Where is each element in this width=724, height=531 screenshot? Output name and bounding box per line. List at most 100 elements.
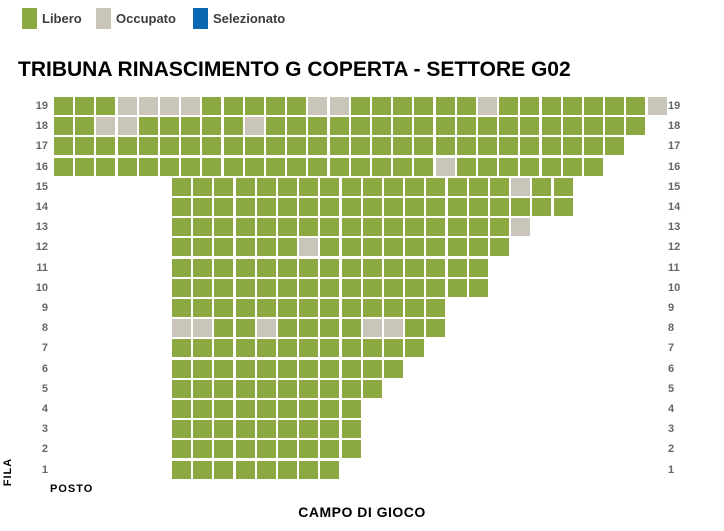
seat-fila19-posto23-free[interactable] (520, 97, 540, 115)
seat-fila19-posto10-free[interactable] (244, 97, 264, 115)
seat-fila10-posto9-free[interactable] (341, 278, 361, 297)
seat-fila14-posto17-free[interactable] (511, 198, 531, 216)
seat-fila10-posto10-free[interactable] (362, 278, 382, 297)
seat-fila14-posto14-free[interactable] (447, 198, 467, 216)
seat-fila18-posto24-free[interactable] (541, 117, 561, 136)
seat-fila19-posto1-free[interactable] (54, 97, 73, 115)
seat-fila5-posto7-free[interactable] (299, 379, 319, 398)
seat-fila15-posto16-free[interactable] (490, 177, 509, 196)
seat-fila19-posto26-free[interactable] (584, 97, 603, 115)
seat-fila17-posto2-free[interactable] (75, 137, 95, 156)
seat-fila4-posto6-free[interactable] (278, 400, 297, 418)
seat-fila7-posto7-free[interactable] (299, 339, 319, 358)
seat-fila4-posto1-free[interactable] (172, 400, 191, 418)
seat-fila18-posto7-free[interactable] (181, 117, 201, 136)
seat-fila16-posto10-free[interactable] (244, 157, 264, 176)
seat-fila1-posto1-free[interactable] (172, 460, 191, 479)
seat-fila8-posto9-free[interactable] (341, 319, 361, 338)
seat-fila7-posto9-free[interactable] (341, 339, 361, 358)
seat-fila18-posto9-free[interactable] (223, 117, 243, 136)
seat-fila7-posto4-free[interactable] (235, 339, 255, 358)
seat-fila18-posto12-free[interactable] (287, 117, 307, 136)
seat-fila12-posto3-free[interactable] (214, 238, 234, 257)
seat-fila14-posto18-free[interactable] (532, 198, 552, 216)
seat-fila18-posto25-free[interactable] (562, 117, 582, 136)
seat-fila18-posto15-free[interactable] (350, 117, 370, 136)
seat-fila13-posto8-free[interactable] (320, 218, 340, 237)
seat-fila13-posto11-free[interactable] (384, 218, 403, 237)
seat-fila2-posto2-free[interactable] (193, 440, 213, 459)
seat-fila12-posto12-free[interactable] (405, 238, 425, 257)
seat-fila10-posto3-free[interactable] (214, 278, 234, 297)
seat-fila11-posto7-free[interactable] (299, 258, 319, 277)
seat-fila18-posto2-free[interactable] (75, 117, 95, 136)
seat-fila19-posto24-free[interactable] (541, 97, 561, 115)
seat-fila16-posto20-free[interactable] (456, 157, 476, 176)
seat-fila13-posto7-free[interactable] (299, 218, 319, 237)
seat-fila3-posto3-free[interactable] (214, 420, 234, 439)
seat-fila13-posto3-free[interactable] (214, 218, 234, 237)
seat-fila11-posto10-free[interactable] (362, 258, 382, 277)
seat-fila6-posto1-free[interactable] (172, 359, 191, 378)
seat-fila15-posto10-free[interactable] (362, 177, 382, 196)
seat-fila10-posto14-free[interactable] (447, 278, 467, 297)
seat-fila14-posto15-free[interactable] (468, 198, 488, 216)
seat-fila12-posto13-free[interactable] (426, 238, 446, 257)
seat-fila17-posto25-free[interactable] (562, 137, 582, 156)
seat-fila16-posto22-free[interactable] (499, 157, 519, 176)
seat-fila14-posto9-free[interactable] (341, 198, 361, 216)
seat-fila16-posto2-free[interactable] (75, 157, 95, 176)
seat-fila5-posto3-free[interactable] (214, 379, 234, 398)
seat-fila14-posto16-free[interactable] (490, 198, 509, 216)
seat-fila18-posto22-free[interactable] (499, 117, 519, 136)
seat-fila7-posto2-free[interactable] (193, 339, 213, 358)
seat-fila11-posto11-free[interactable] (384, 258, 403, 277)
seat-fila2-posto7-free[interactable] (299, 440, 319, 459)
seat-fila17-posto3-free[interactable] (96, 137, 116, 156)
seat-fila15-posto14-free[interactable] (447, 177, 467, 196)
seat-fila2-posto4-free[interactable] (235, 440, 255, 459)
seat-fila14-posto2-free[interactable] (193, 198, 213, 216)
seat-fila16-posto26-free[interactable] (584, 157, 603, 176)
seat-fila4-posto3-free[interactable] (214, 400, 234, 418)
seat-fila17-posto18-free[interactable] (414, 137, 434, 156)
seat-fila2-posto1-free[interactable] (172, 440, 191, 459)
seat-fila9-posto4-free[interactable] (235, 299, 255, 317)
seat-fila12-posto11-free[interactable] (384, 238, 403, 257)
seat-fila3-posto9-free[interactable] (341, 420, 361, 439)
seat-fila4-posto9-free[interactable] (341, 400, 361, 418)
seat-fila14-posto10-free[interactable] (362, 198, 382, 216)
seat-fila7-posto3-free[interactable] (214, 339, 234, 358)
seat-fila6-posto5-free[interactable] (256, 359, 276, 378)
seat-fila16-posto11-free[interactable] (266, 157, 285, 176)
seat-fila9-posto3-free[interactable] (214, 299, 234, 317)
seat-fila6-posto8-free[interactable] (320, 359, 340, 378)
seat-fila18-posto19-free[interactable] (435, 117, 455, 136)
seat-fila17-posto15-free[interactable] (350, 137, 370, 156)
seat-fila19-posto15-free[interactable] (350, 97, 370, 115)
seat-fila15-posto18-free[interactable] (532, 177, 552, 196)
seat-fila19-posto22-free[interactable] (499, 97, 519, 115)
seat-fila11-posto13-free[interactable] (426, 258, 446, 277)
seat-fila18-posto20-free[interactable] (456, 117, 476, 136)
seat-fila16-posto21-free[interactable] (478, 157, 497, 176)
seat-fila9-posto7-free[interactable] (299, 299, 319, 317)
seat-fila17-posto13-free[interactable] (308, 137, 328, 156)
seat-fila17-posto21-free[interactable] (478, 137, 497, 156)
seat-fila12-posto1-free[interactable] (172, 238, 191, 257)
seat-fila2-posto6-free[interactable] (278, 440, 297, 459)
seat-fila10-posto12-free[interactable] (405, 278, 425, 297)
seat-fila17-posto5-free[interactable] (138, 137, 158, 156)
seat-fila15-posto1-free[interactable] (172, 177, 191, 196)
seat-fila19-posto19-free[interactable] (435, 97, 455, 115)
seat-fila19-posto20-free[interactable] (456, 97, 476, 115)
seat-fila17-posto27-free[interactable] (605, 137, 625, 156)
seat-fila8-posto12-free[interactable] (405, 319, 425, 338)
seat-fila19-posto16-free[interactable] (372, 97, 391, 115)
seat-fila13-posto12-free[interactable] (405, 218, 425, 237)
seat-fila6-posto2-free[interactable] (193, 359, 213, 378)
seat-fila14-posto11-free[interactable] (384, 198, 403, 216)
seat-fila18-posto5-free[interactable] (138, 117, 158, 136)
seat-fila13-posto16-free[interactable] (490, 218, 509, 237)
seat-fila16-posto3-free[interactable] (96, 157, 116, 176)
